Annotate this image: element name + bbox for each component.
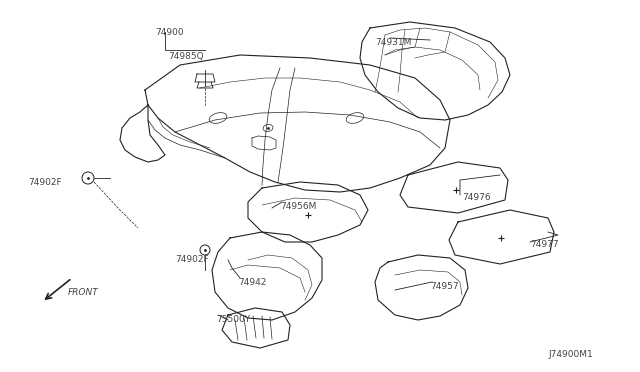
Polygon shape [222,308,290,348]
Text: J74900M1: J74900M1 [548,350,593,359]
Polygon shape [375,255,468,320]
Text: 74942: 74942 [238,278,266,287]
Text: 74902F: 74902F [175,255,209,264]
Polygon shape [400,162,508,213]
Polygon shape [248,182,368,242]
Polygon shape [212,232,322,320]
Text: FRONT: FRONT [68,288,99,297]
Polygon shape [449,210,554,264]
Text: 74976: 74976 [462,193,491,202]
Text: 75500Y: 75500Y [216,315,250,324]
Polygon shape [120,105,165,162]
Text: 74985Q: 74985Q [168,52,204,61]
Text: 74977: 74977 [530,240,559,249]
Text: 74957: 74957 [430,282,459,291]
Text: 74900: 74900 [155,28,184,37]
Text: 74902F: 74902F [28,178,61,187]
Polygon shape [360,22,510,120]
Text: 74931M: 74931M [375,38,412,47]
Text: 74956M: 74956M [280,202,316,211]
Polygon shape [145,55,450,192]
